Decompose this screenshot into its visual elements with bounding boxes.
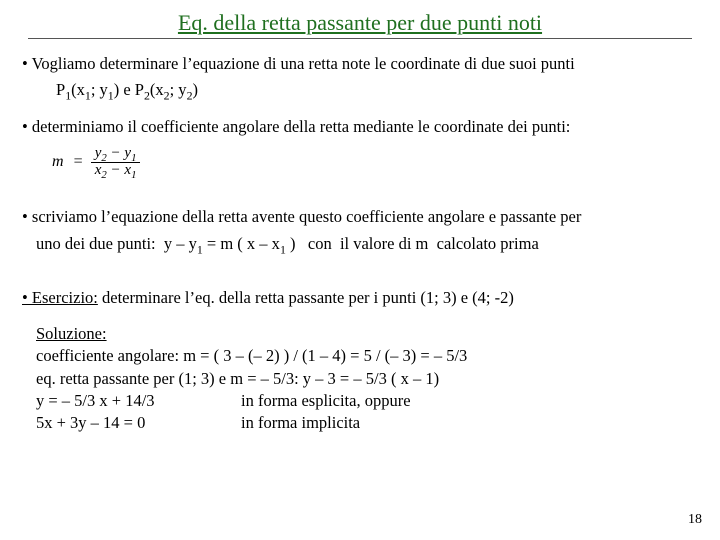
exercise-label: • Esercizio: [22, 288, 98, 307]
bullet-intro-line1: • Vogliamo determinare l’equazione di un… [22, 53, 698, 75]
slide-title: Eq. della retta passante per due punti n… [28, 10, 692, 39]
bullet-coefficient: • determiniamo il coefficiente angolare … [22, 116, 698, 138]
solution-label: Soluzione: [36, 323, 698, 345]
solution-line-3-right: in forma esplicita, oppure [241, 390, 411, 412]
slope-formula: m= y2 − y1 x2 − x1 [22, 146, 698, 179]
solution-line-4-right: in forma implicita [241, 412, 360, 434]
solution-line-2: eq. retta passante per (1; 3) e m = – 5/… [36, 368, 698, 390]
page-number: 18 [688, 512, 702, 528]
solution-line-1: coefficiente angolare: m = ( 3 – (– 2) )… [36, 345, 698, 367]
bullet-exercise: • Esercizio: determinare l’eq. della ret… [22, 287, 698, 309]
bullet-intro-line2: P1(x1; y1) e P2(x2; y2) [22, 79, 698, 101]
solution-line-3-left: y = – 5/3 x + 14/3 [36, 390, 241, 412]
solution-line-4-left: 5x + 3y – 14 = 0 [36, 412, 241, 434]
bullet-equation-line2: uno dei due punti: y – y1 = m ( x – x1 )… [22, 233, 698, 255]
bullet-equation-line1: • scriviamo l’equazione della retta aven… [22, 206, 698, 228]
